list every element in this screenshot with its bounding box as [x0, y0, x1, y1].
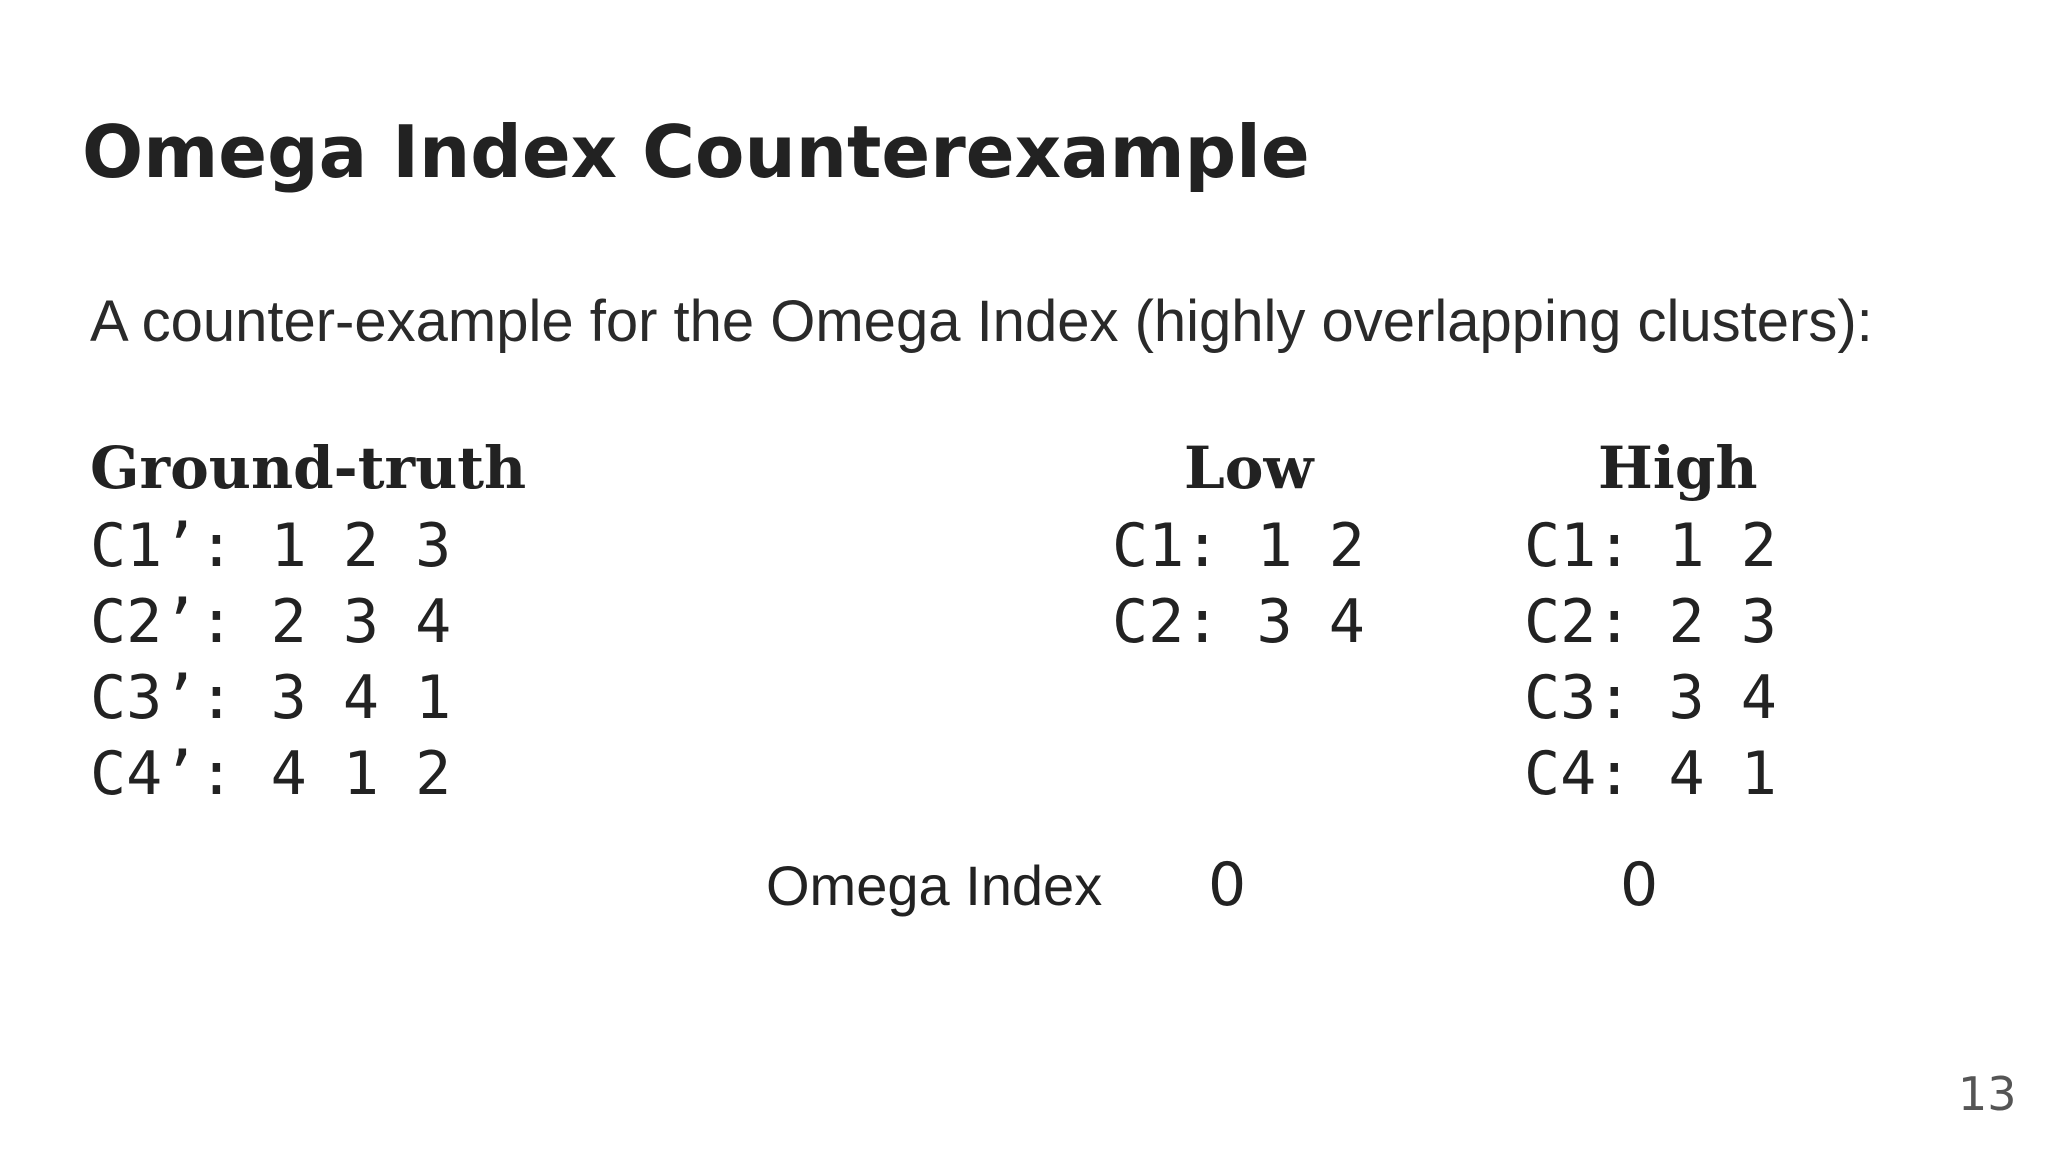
page-number: 13 [1958, 1067, 2017, 1121]
ground-truth-row: C1’: 1 2 3 [90, 511, 452, 581]
omega-low-value: 0 [1208, 850, 1247, 920]
high-row: C3: 3 4 [1524, 663, 1777, 733]
ground-truth-list: C1’: 1 2 3 C2’: 2 3 4 C3’: 3 4 1 C4’: 4 … [90, 508, 451, 812]
high-row: C4: 4 1 [1524, 739, 1777, 809]
high-row: C1: 1 2 [1524, 511, 1777, 581]
omega-index-label: Omega Index [766, 854, 1103, 917]
low-list: C1: 1 2 C2: 3 4 [1112, 508, 1365, 660]
slide-title: Omega Index Counterexample [82, 110, 1310, 194]
high-heading: High [1598, 434, 1758, 502]
intro-text: A counter-example for the Omega Index (h… [90, 289, 1873, 354]
low-row: C1: 1 2 [1112, 511, 1365, 581]
omega-high-value: 0 [1620, 850, 1659, 920]
ground-truth-row: C3’: 3 4 1 [90, 663, 452, 733]
ground-truth-heading: Ground-truth [90, 434, 527, 502]
high-row: C2: 2 3 [1524, 587, 1777, 657]
low-row: C2: 3 4 [1112, 587, 1365, 657]
ground-truth-row: C4’: 4 1 2 [90, 739, 452, 809]
ground-truth-row: C2’: 2 3 4 [90, 587, 452, 657]
high-list: C1: 1 2 C2: 2 3 C3: 3 4 C4: 4 1 [1524, 508, 1777, 812]
low-heading: Low [1184, 434, 1314, 502]
